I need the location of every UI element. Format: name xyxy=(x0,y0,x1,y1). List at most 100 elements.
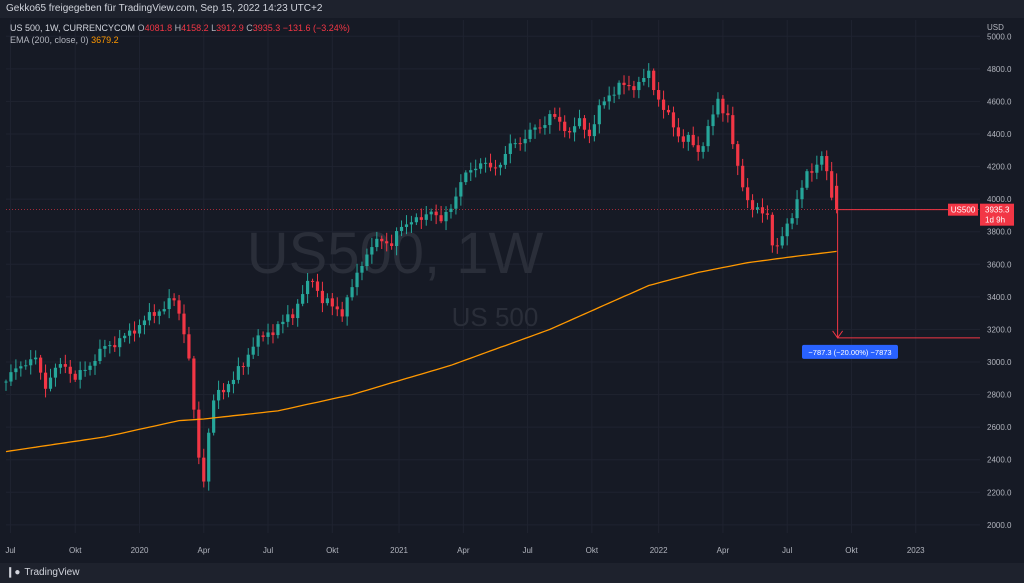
candle-body xyxy=(310,280,315,282)
candle-body xyxy=(43,372,48,389)
y-tick-label: 3000.0 xyxy=(987,358,1012,367)
candle-body xyxy=(741,165,745,188)
candle-body xyxy=(676,127,681,137)
candle-body xyxy=(661,99,666,110)
tradingview-logo-icon: ❙● xyxy=(6,567,21,578)
candle-body xyxy=(325,298,329,304)
candle-body xyxy=(19,366,23,369)
candle-body xyxy=(113,345,117,348)
y-tick-label: 2800.0 xyxy=(987,391,1012,400)
candle-body xyxy=(261,335,265,337)
candle-body xyxy=(533,127,537,130)
candle-body xyxy=(760,207,765,214)
candle-body xyxy=(572,126,577,133)
candle-body xyxy=(528,129,532,139)
candle-body xyxy=(350,287,354,298)
candle-body xyxy=(637,81,641,91)
header-bar: Gekko65 freigegeben für TradingView.com,… xyxy=(0,0,1024,18)
price-tag-box xyxy=(980,203,1014,226)
candle-body xyxy=(380,238,384,242)
x-tick-label: Okt xyxy=(69,546,82,555)
candle-body xyxy=(765,213,770,215)
ohlc-row: US 500, 1W, CURRENCYCOM O4081.8 H4158.2 … xyxy=(10,22,350,34)
candle-body xyxy=(296,303,300,319)
grid xyxy=(6,20,980,533)
candle-body xyxy=(335,306,339,310)
time-axis[interactable]: Jul Okt 2020 Apr Jul Okt 2021 Apr Jul Okt 2022 Apr J… xyxy=(5,546,925,555)
price-tag-symbol-box xyxy=(948,203,978,216)
ema-label[interactable]: EMA (200, close, 0) xyxy=(10,35,89,45)
x-tick-label: Jul xyxy=(522,546,532,555)
candle-body xyxy=(231,379,236,385)
candle-body xyxy=(78,370,82,380)
candle-body xyxy=(24,365,28,367)
candle-body xyxy=(696,145,700,152)
candle-body xyxy=(340,309,344,317)
plot-area[interactable]: US500, 1W US 500 −787.3 (−20.00%) −7873 … xyxy=(0,18,1024,563)
watermark-small: US 500 xyxy=(452,302,539,332)
candle-body xyxy=(795,199,799,219)
candle-body xyxy=(800,187,804,200)
candle-body xyxy=(612,94,616,96)
candle-body xyxy=(212,400,216,433)
candle-body xyxy=(291,314,295,319)
close-label: C xyxy=(246,23,253,33)
candle-body xyxy=(103,346,107,349)
candle-body xyxy=(498,164,503,168)
candle-body xyxy=(780,236,784,246)
candle-body xyxy=(182,313,186,335)
candle-body xyxy=(73,373,77,380)
candle-body xyxy=(221,389,226,393)
candle-body xyxy=(246,354,250,367)
candle-body xyxy=(9,372,13,382)
candle-body xyxy=(607,95,611,102)
price-axis[interactable]: USD 2000.0 2200.0 2400.0 2600.0 2800.0 3000.0 3… xyxy=(987,23,1012,530)
candle-body xyxy=(503,153,507,165)
candle-body xyxy=(543,125,547,128)
candle-body xyxy=(459,182,463,197)
candle-body xyxy=(385,241,389,244)
candle-body xyxy=(632,86,636,91)
candle-body xyxy=(820,156,824,165)
candle-body xyxy=(518,143,522,145)
price-tag: US500 3935.31d 9h xyxy=(948,203,1014,226)
candle-body xyxy=(236,366,240,380)
y-tick-label: 2400.0 xyxy=(987,456,1012,465)
candle-body xyxy=(642,78,646,82)
candle-body xyxy=(330,298,334,307)
candle-body xyxy=(365,254,369,267)
candle-body xyxy=(815,164,819,173)
x-tick-label: Apr xyxy=(457,546,470,555)
candle-body xyxy=(345,297,349,317)
candle-body xyxy=(439,215,443,222)
y-tick-label: 4200.0 xyxy=(987,163,1012,172)
x-tick-label: 2022 xyxy=(650,546,668,555)
candle-body xyxy=(548,114,552,126)
ema-line xyxy=(5,250,837,453)
candle-body xyxy=(281,321,285,325)
candle-body xyxy=(414,217,418,223)
candle-body xyxy=(721,98,725,114)
measure-tool[interactable]: −787.3 (−20.00%) −7873 xyxy=(802,209,980,359)
candle-body xyxy=(305,280,310,295)
x-tick-label: Jul xyxy=(782,546,792,555)
measure-label: −787.3 (−20.00%) −7873 xyxy=(808,348,891,357)
x-tick-label: Jul xyxy=(263,546,273,555)
candle-body xyxy=(711,114,715,127)
x-tick-label: 2020 xyxy=(131,546,149,555)
header-title: Gekko65 freigegeben für TradingView.com,… xyxy=(6,3,323,14)
candlestick-chart[interactable]: US500, 1W US 500 −787.3 (−20.00%) −7873 … xyxy=(0,18,1024,563)
candle-body xyxy=(192,358,196,410)
symbol-label[interactable]: US 500, 1W, CURRENCYCOM xyxy=(10,23,136,33)
candle-body xyxy=(137,325,142,334)
candle-body xyxy=(83,369,87,371)
candle-body xyxy=(835,185,839,210)
y-tick-label: 4800.0 xyxy=(987,65,1012,74)
candle-body xyxy=(370,247,374,255)
candle-body xyxy=(587,129,592,137)
candle-body xyxy=(464,172,468,183)
candle-body xyxy=(132,330,137,334)
candle-body xyxy=(805,171,809,188)
candle-body xyxy=(825,156,829,172)
candle-body xyxy=(424,214,428,220)
